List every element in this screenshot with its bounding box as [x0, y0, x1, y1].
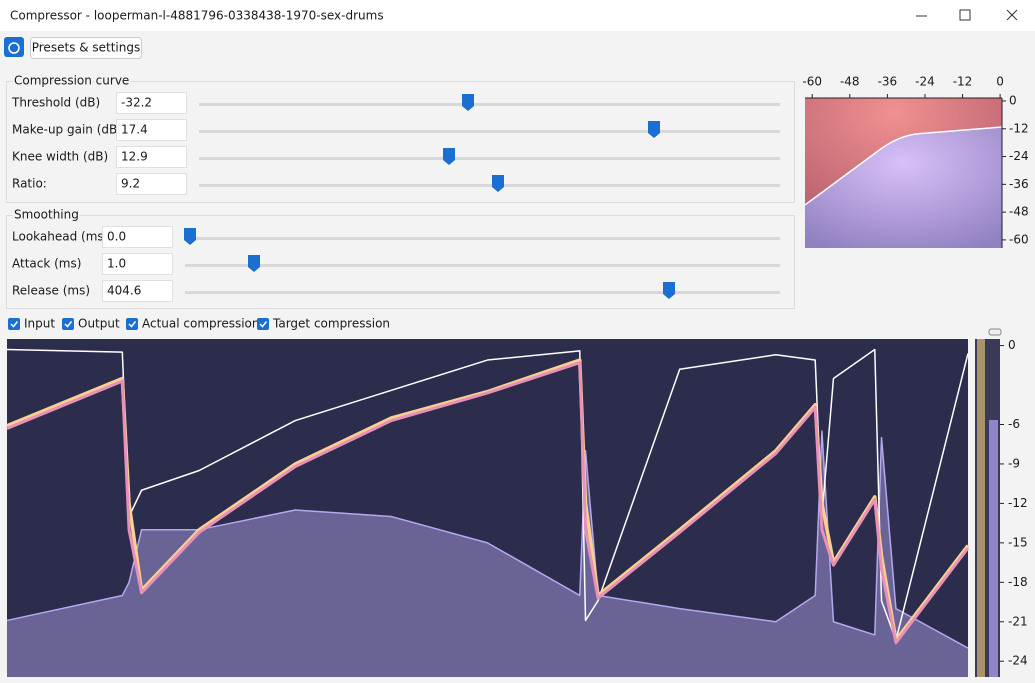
meter-tick-label: -12 — [1008, 496, 1028, 510]
y-tick-label: -12 — [1009, 121, 1029, 135]
meter-tick-label: -15 — [1008, 535, 1028, 549]
check-mark — [259, 321, 268, 328]
field-value: 404.6 — [107, 284, 141, 298]
slider-thumb[interactable] — [663, 282, 675, 299]
meter-bar — [977, 339, 985, 677]
field-label: Lookahead (ms) — [12, 230, 108, 244]
field-input[interactable] — [116, 92, 187, 114]
series-line — [6, 348, 969, 641]
y-tick-label: -60 — [1009, 232, 1029, 246]
slider-thumb[interactable] — [443, 148, 455, 165]
meter-tick-label: -6 — [1008, 417, 1020, 431]
y-tick-label: -48 — [1009, 205, 1029, 219]
field-label: Threshold (dB) — [11, 96, 100, 110]
group-title: Compression curve — [14, 74, 129, 88]
field-input[interactable] — [102, 226, 173, 248]
compression-curve — [804, 126, 1003, 206]
presets-button[interactable] — [30, 37, 142, 59]
field-value: 12.9 — [121, 150, 148, 164]
slider-thumb[interactable] — [648, 121, 660, 138]
title-bar — [0, 0, 1035, 31]
presets-label: Presets & settings — [32, 41, 141, 55]
checkbox-label: Output — [78, 317, 120, 331]
slider-track[interactable] — [185, 264, 780, 267]
check-mark — [128, 321, 137, 328]
y-tick-label: 0 — [1009, 94, 1017, 108]
meter-tick-label: -24 — [1008, 654, 1028, 668]
slider-thumb[interactable] — [492, 175, 504, 192]
meter-tick-label: -18 — [1008, 575, 1028, 589]
graph-bg — [7, 339, 968, 677]
series-line — [6, 430, 969, 649]
meter-reset[interactable] — [988, 328, 1002, 336]
x-tick-label: -48 — [840, 75, 860, 89]
check-mark — [10, 321, 19, 328]
power-button[interactable] — [4, 37, 24, 57]
x-tick-label: -60 — [802, 75, 822, 89]
x-tick-label: -36 — [878, 75, 898, 89]
field-label: Release (ms) — [12, 284, 90, 298]
field-input[interactable] — [116, 173, 187, 195]
smoothing-group — [6, 215, 795, 309]
field-label: Attack (ms) — [12, 257, 81, 271]
meter-tick-label: -9 — [1008, 456, 1020, 470]
check-mark — [64, 321, 73, 328]
slider-thumb[interactable] — [462, 94, 474, 111]
checkbox-label: Actual compression — [142, 317, 260, 331]
x-tick-label: -24 — [915, 75, 935, 89]
slider-thumb[interactable] — [184, 228, 196, 245]
field-value: 0.0 — [107, 230, 126, 244]
power-icon — [8, 42, 20, 54]
slider-track[interactable] — [199, 184, 780, 187]
x-tick-label: -12 — [953, 75, 973, 89]
slider-thumb[interactable] — [248, 255, 260, 272]
checkbox[interactable] — [62, 318, 74, 330]
checkbox[interactable] — [257, 318, 269, 330]
meter-tick-label: 0 — [1008, 338, 1016, 352]
group-title: Smoothing — [14, 208, 79, 222]
y-tick-label: -24 — [1009, 149, 1029, 163]
field-input[interactable] — [102, 280, 173, 302]
meter-bar — [989, 420, 998, 677]
field-value: 1.0 — [107, 257, 126, 271]
meter-tick-label: -21 — [1008, 614, 1028, 628]
field-input[interactable] — [116, 146, 187, 168]
field-label: Ratio: — [12, 177, 47, 191]
checkbox[interactable] — [126, 318, 138, 330]
field-value: 9.2 — [121, 177, 140, 191]
curve-group — [6, 81, 795, 203]
field-label: Make-up gain (dB) — [12, 123, 122, 137]
window-title: Compressor - looperman-l-4881796-0338438… — [10, 9, 384, 23]
slider-track[interactable] — [199, 103, 780, 106]
slider-track[interactable] — [185, 291, 780, 294]
field-input[interactable] — [102, 253, 173, 275]
checkbox-label: Input — [24, 317, 55, 331]
slider-track[interactable] — [199, 130, 780, 133]
x-tick-label: 0 — [996, 75, 1004, 89]
checkbox[interactable] — [8, 318, 20, 330]
field-label: Knee width (dB) — [12, 150, 108, 164]
checkbox-label: Target compression — [272, 317, 390, 331]
series-line — [6, 361, 970, 645]
field-value: -32.2 — [121, 96, 152, 110]
field-value: 17.4 — [121, 123, 148, 137]
curve-region-under — [805, 127, 1002, 248]
window-controls[interactable] — [916, 9, 1018, 21]
field-input[interactable] — [116, 119, 187, 141]
slider-track[interactable] — [199, 157, 780, 160]
y-tick-label: -36 — [1009, 177, 1029, 191]
slider-track[interactable] — [185, 237, 780, 240]
